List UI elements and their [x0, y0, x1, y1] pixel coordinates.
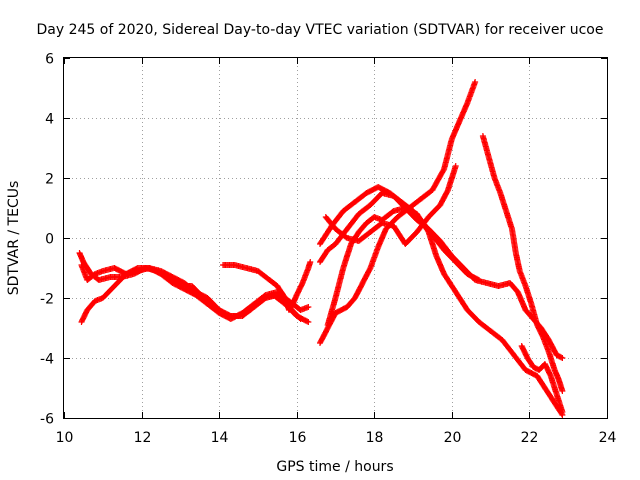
- data-point: [297, 316, 304, 322]
- data-point: [472, 79, 479, 85]
- data-marks: [76, 79, 566, 418]
- series-track-9: [317, 184, 483, 283]
- x-tick-label: 16: [289, 430, 307, 446]
- x-tick-label: 20: [444, 430, 462, 446]
- series-track-4: [220, 259, 314, 313]
- y-tick-label: -2: [40, 292, 54, 308]
- plot-frame: [63, 57, 608, 419]
- y-tick-label: 4: [45, 112, 54, 128]
- y-tick-label: 6: [45, 52, 54, 68]
- data-point: [559, 388, 566, 394]
- data-point: [476, 277, 483, 283]
- series-track-3: [78, 265, 304, 325]
- y-tick-label: -4: [40, 352, 54, 368]
- x-tick-label: 22: [521, 430, 539, 446]
- data-point: [452, 163, 459, 169]
- x-tick-label: 18: [366, 430, 384, 446]
- y-tick-label: 2: [45, 172, 54, 188]
- y-tick-label: -6: [40, 412, 54, 428]
- y-tick-label: 0: [45, 232, 54, 248]
- y-axis-label: SDTVAR / TECUs: [6, 181, 22, 296]
- x-tick-label: 24: [599, 430, 617, 446]
- data-point: [296, 315, 303, 321]
- x-tick-label: 12: [134, 430, 152, 446]
- data-point: [307, 259, 314, 265]
- data-point: [305, 304, 312, 310]
- data-point: [559, 355, 566, 361]
- x-axis-label: GPS time / hours: [276, 459, 393, 475]
- data-point: [305, 319, 312, 325]
- series-track-10: [479, 133, 566, 394]
- series-track-11: [518, 343, 566, 415]
- data-point: [559, 409, 566, 415]
- series-track-8: [322, 163, 459, 247]
- grid-lines: [64, 58, 607, 418]
- chart-title: Day 245 of 2020, Sidereal Day-to-day VTE…: [37, 22, 604, 38]
- x-tick-label: 14: [211, 430, 229, 446]
- tick-marks: [64, 58, 608, 419]
- x-tick-label: 10: [56, 430, 74, 446]
- series-track-6: [317, 190, 566, 361]
